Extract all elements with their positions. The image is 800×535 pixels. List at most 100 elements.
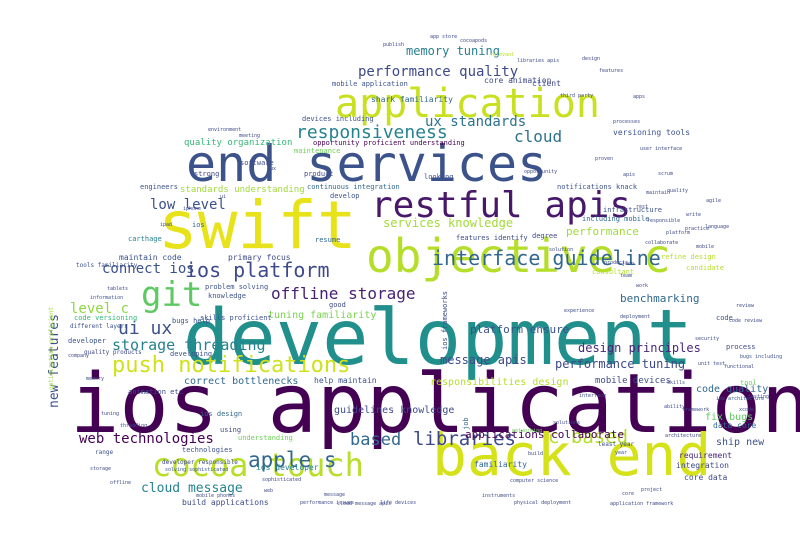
word-benchmarking: benchmarking — [620, 292, 699, 305]
word-good: good — [329, 301, 346, 309]
word-end-services: end services — [186, 135, 547, 193]
word-performance: performance — [566, 225, 639, 238]
word-push-notifications: push notifications — [112, 353, 350, 378]
word-experience: experience — [564, 308, 594, 314]
word-cocoapods: cocoapods — [460, 38, 487, 44]
word-skills: skills — [667, 380, 685, 386]
word-low-level: low level — [150, 197, 226, 213]
word-code: code — [716, 314, 733, 322]
word-team: team — [620, 273, 632, 279]
word-development: development — [183, 294, 693, 383]
word-project: project — [641, 487, 662, 493]
word-security: security — [695, 336, 719, 342]
word-message-apis: message apis — [440, 353, 527, 367]
word-platform-ensure: platform ensure — [470, 323, 569, 336]
word-solution: solution — [549, 247, 573, 253]
word-responsible: responsible — [647, 218, 680, 224]
word-data-core: data core — [713, 421, 757, 430]
word-collaborate: collaborate — [645, 240, 678, 246]
word-ios-developer: ios developer — [256, 463, 319, 472]
word-cloud-message: cloud message — [141, 481, 243, 496]
word-help-maintain: help maintain — [314, 376, 377, 385]
word-web-technologies: web technologies — [79, 431, 214, 447]
word-developing: developing — [170, 350, 212, 358]
word-unit-test: unit test — [698, 361, 725, 367]
word-quality: quality — [667, 188, 688, 194]
word-candidate: candidate — [686, 264, 724, 272]
word-app-store: app store — [430, 34, 457, 40]
word-ios-frameworks: ios frameworks — [441, 291, 449, 350]
word-company: company — [68, 353, 89, 359]
word-maintain-code: maintain code — [119, 253, 182, 262]
word-build-applications: build applications — [182, 498, 269, 507]
word-application: application — [335, 81, 600, 127]
word-proven: proven — [595, 156, 613, 162]
word-core: core — [622, 491, 634, 497]
word-code-versioning: code versioning — [74, 314, 137, 322]
word-infrastructure: infrastructure — [603, 206, 662, 214]
word-ui-ux: ui ux — [118, 318, 172, 339]
word-continuous-integration: continuous integration — [307, 183, 400, 191]
word-message: message — [324, 492, 345, 498]
word-core-data: core data — [684, 473, 728, 482]
word-ux: ux — [270, 166, 276, 172]
word-connect-ios: connect ios — [102, 261, 195, 277]
word-correct-bottlenecks: correct bottlenecks — [184, 376, 298, 387]
word-instruments: instruments — [482, 493, 515, 499]
word-standards-understanding: standards understanding — [180, 185, 305, 195]
word-sophisticated: sophisticated — [262, 477, 301, 483]
word-environment: environment — [208, 127, 241, 133]
word-maintain: maintain — [646, 190, 670, 196]
word-framework: framework — [682, 407, 709, 413]
word-solving-sophisticated: solving sophisticated — [165, 467, 228, 473]
word-ipad: ipad — [160, 222, 172, 228]
word-opportunity: opportunity — [524, 169, 557, 175]
word-memory: memory — [86, 376, 104, 382]
word-strong: strong — [194, 170, 219, 178]
word-tuning-familiarity: tuning familiarity — [268, 310, 376, 321]
word-products: products — [604, 260, 628, 266]
word-mobile-application: mobile application — [332, 80, 408, 88]
word-threading: threading — [120, 423, 147, 429]
word-ui: ui — [220, 194, 226, 200]
word-ios-design: ios design — [200, 410, 242, 418]
word-code-quality: code quality — [696, 384, 768, 395]
word-tool: tool — [740, 379, 757, 387]
word-swift: swift — [158, 187, 357, 264]
word-ability: ability — [664, 404, 685, 410]
word-mobile-devices: mobile devices — [595, 376, 671, 386]
word-c-based: c based — [548, 426, 628, 448]
word-versioning-tools: versioning tools — [613, 128, 690, 137]
word-problem-solving: problem solving — [205, 283, 268, 291]
word-processes: processes — [613, 119, 640, 125]
word-life-devices: life devices — [380, 500, 416, 506]
word-knowledge: knowledge — [208, 292, 246, 300]
word-rest: rest — [636, 204, 648, 210]
word-networking: networking — [512, 428, 542, 434]
word-opportunity-proficient-understanding: opportunity proficient understanding — [313, 139, 465, 147]
word-third-party: third party — [560, 93, 593, 99]
word-resume: resume — [315, 236, 340, 244]
word-design-principles: design principles — [578, 341, 701, 355]
word-software: software — [240, 159, 274, 167]
word-animation-etc: animation etc — [128, 388, 183, 396]
word-review: review — [736, 303, 755, 309]
word-publish: publish — [383, 42, 404, 48]
word-core-animation: core animation — [484, 76, 552, 85]
word-notifications-knack: notifications knack — [557, 183, 638, 191]
word-ios-architecture: ios architecture — [716, 396, 764, 402]
word-tablets: tablets — [107, 286, 128, 292]
word-offline: offline — [110, 480, 131, 486]
word-solutions: solutions — [553, 420, 580, 426]
word-functional: functional — [724, 364, 754, 370]
word-platform: platform — [666, 230, 690, 236]
word-ios: ios — [192, 221, 205, 229]
word-storage: storage — [90, 466, 111, 472]
word-json: json — [622, 261, 634, 267]
word-apple-s: apple s — [248, 448, 337, 472]
word-looking: looking — [424, 173, 454, 181]
word-primary-focus: primary focus — [228, 253, 291, 262]
word-based: based — [350, 430, 401, 450]
word-level-c: level c — [70, 301, 129, 317]
